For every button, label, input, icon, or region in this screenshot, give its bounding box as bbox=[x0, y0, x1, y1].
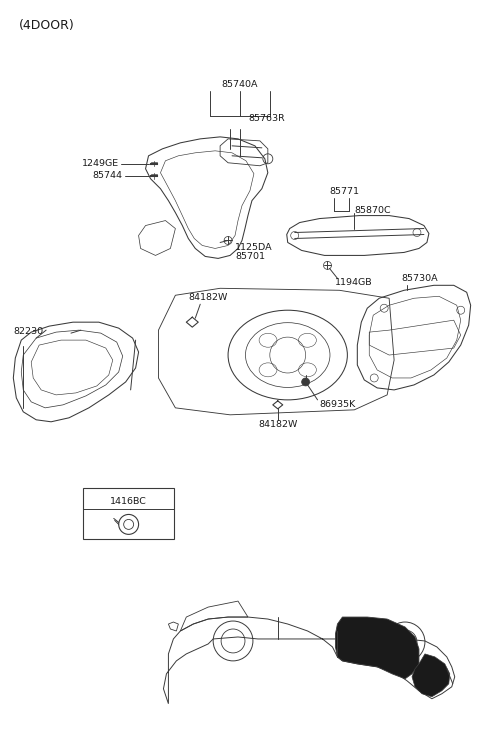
Text: 84182W: 84182W bbox=[258, 420, 298, 429]
Text: 1125DA: 1125DA bbox=[235, 243, 273, 252]
Text: 85744: 85744 bbox=[93, 172, 123, 180]
Text: 1416BC: 1416BC bbox=[110, 497, 147, 506]
Text: 86935K: 86935K bbox=[320, 400, 356, 409]
Text: 85701: 85701 bbox=[235, 252, 265, 262]
Text: 85740A: 85740A bbox=[222, 80, 258, 89]
Polygon shape bbox=[412, 654, 450, 697]
Text: 82230: 82230 bbox=[13, 327, 44, 336]
Polygon shape bbox=[336, 617, 419, 679]
Text: 1249GE: 1249GE bbox=[82, 159, 119, 169]
Circle shape bbox=[301, 378, 310, 386]
Text: 85730A: 85730A bbox=[401, 274, 438, 284]
Text: 1194GB: 1194GB bbox=[335, 279, 372, 287]
Text: 85870C: 85870C bbox=[354, 206, 391, 215]
Text: (4DOOR): (4DOOR) bbox=[19, 19, 75, 32]
Text: 84182W: 84182W bbox=[188, 293, 228, 302]
Text: 85763R: 85763R bbox=[248, 114, 285, 123]
Text: 85771: 85771 bbox=[329, 187, 360, 196]
